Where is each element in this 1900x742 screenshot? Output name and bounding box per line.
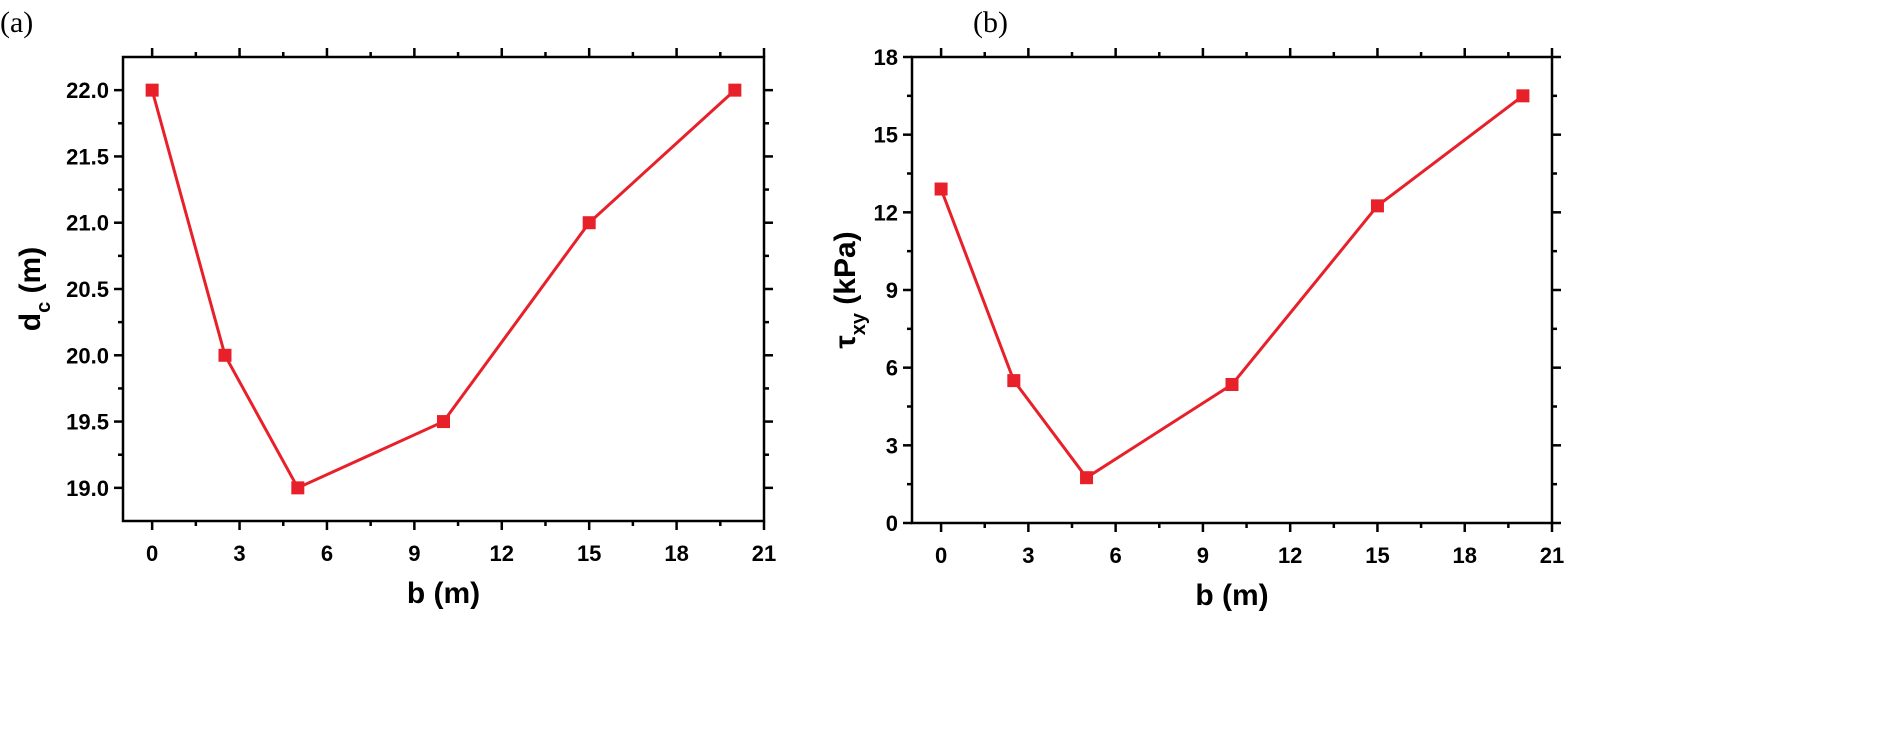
y-tick-label: 19.0 <box>66 476 109 501</box>
x-tick-label: 18 <box>1452 543 1476 568</box>
x-tick-label: 12 <box>490 541 514 566</box>
data-point <box>728 83 742 97</box>
y-axis-title-unit: (kPa) <box>829 231 862 313</box>
series-line <box>150 89 736 490</box>
x-tick-label: 3 <box>233 541 245 566</box>
x-tick-label: 9 <box>408 541 420 566</box>
x-tick-label: 3 <box>1022 543 1034 568</box>
x-tick-label: 0 <box>935 543 947 568</box>
data-point <box>437 415 450 429</box>
y-tick-label: 18 <box>874 45 898 70</box>
y-tick-label: 22.0 <box>66 78 109 103</box>
x-tick-label: 12 <box>1278 543 1302 568</box>
x-tick-label: 21 <box>752 541 776 566</box>
x-tick-label: 0 <box>146 541 158 566</box>
plot-frame <box>121 55 766 523</box>
y-tick-label: 20.5 <box>66 277 109 302</box>
y-axis-title-main: τ <box>829 335 862 348</box>
panel-a-label: (a) <box>0 6 33 39</box>
data-point <box>1225 377 1239 391</box>
x-axis-title: b (m) <box>407 577 480 610</box>
y-tick-label: 21.0 <box>66 211 109 236</box>
data-point <box>145 83 159 97</box>
x-tick-label: 9 <box>1197 543 1209 568</box>
y-tick-label: 12 <box>874 200 898 225</box>
data-point <box>1516 89 1530 103</box>
y-tick-label: 21.5 <box>66 144 109 169</box>
x-tick-label: 15 <box>577 541 601 566</box>
y-axis-title-main: d <box>14 313 47 331</box>
y-axis-title-subscript: c <box>33 302 55 313</box>
y-axis-title: dc (m) <box>14 247 55 331</box>
plot-frame <box>910 55 1554 525</box>
y-tick-label: 15 <box>874 123 898 148</box>
chart-d-c-vs-b: 0 3 6 9 12 15 18 21 19.0 19.5 20.0 20.5 21.0 21.5 22.0… <box>14 48 776 610</box>
x-tick-label: 18 <box>664 541 688 566</box>
data-point <box>291 481 305 495</box>
data-point <box>582 216 596 230</box>
y-tick-label: 6 <box>886 356 898 381</box>
y-tick-label: 0 <box>886 511 898 536</box>
data-point <box>218 348 232 362</box>
y-tick-label: 3 <box>886 433 898 458</box>
series-line <box>939 94 1524 480</box>
x-tick-label: 21 <box>1540 543 1564 568</box>
y-axis-title-unit: (m) <box>14 247 47 302</box>
x-tick-label: 6 <box>1110 543 1122 568</box>
data-point <box>1370 199 1384 213</box>
y-axis-title: τxy (kPa) <box>829 231 870 348</box>
data-point <box>1080 471 1094 485</box>
y-tick-label: 20.0 <box>66 343 109 368</box>
panel-b-label: (b) <box>973 6 1008 39</box>
x-tick-label: 15 <box>1365 543 1389 568</box>
chart-tau-xy-vs-b: 0 3 6 9 12 15 18 21 0 3 6 9 12 15 18 b (m) τxy (kPa) <box>829 45 1564 612</box>
x-tick-label: 6 <box>321 541 333 566</box>
y-axis-title-subscript: xy <box>848 312 870 335</box>
y-tick-label: 9 <box>886 278 898 303</box>
y-tick-label: 19.5 <box>66 410 109 435</box>
data-point <box>1007 374 1021 388</box>
data-point <box>934 182 948 196</box>
x-axis-title: b (m) <box>1195 579 1268 612</box>
